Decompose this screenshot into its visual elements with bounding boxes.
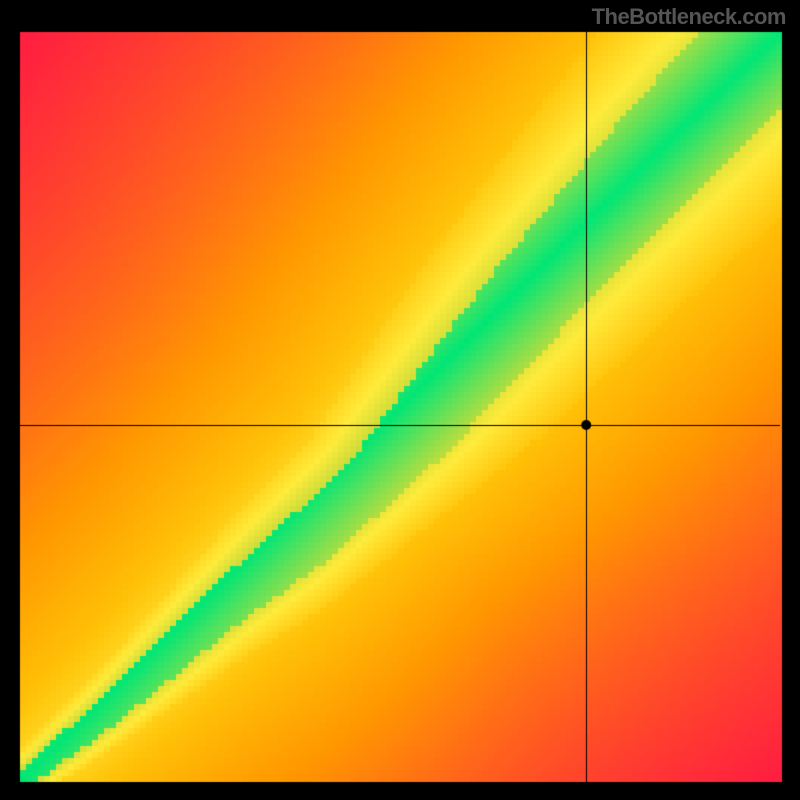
watermark-text: TheBottleneck.com xyxy=(592,4,786,30)
bottleneck-heatmap xyxy=(0,0,800,800)
chart-container: { "watermark": { "text": "TheBottleneck.… xyxy=(0,0,800,800)
